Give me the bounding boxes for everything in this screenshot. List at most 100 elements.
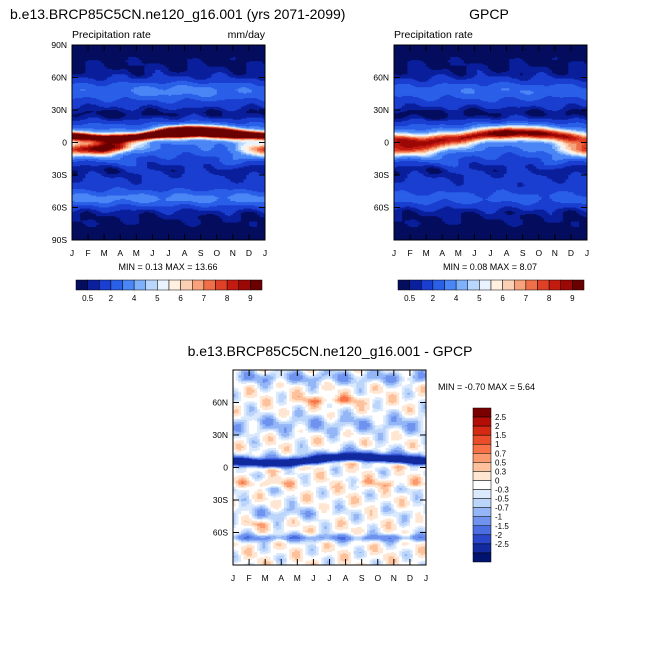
model-plot-cell [219, 94, 223, 97]
model-plot-cell [251, 59, 255, 61]
model-plot-cell [96, 52, 100, 55]
model-plot-cell [117, 88, 121, 91]
model-plot-cell [222, 66, 226, 69]
model-plot-cell [208, 68, 212, 71]
model-plot-cell [85, 99, 89, 101]
model-plot-cell [144, 65, 148, 68]
model-plot-cell [238, 47, 242, 49]
model-plot-cell [128, 75, 132, 78]
model-plot-cell [155, 51, 159, 54]
model-plot-cell [133, 99, 137, 101]
model-plot-cell [82, 73, 86, 75]
model-plot-cell [227, 103, 231, 106]
model-plot-cell [254, 105, 258, 108]
model-plot-cell [122, 89, 127, 92]
model-plot-cell [171, 91, 175, 94]
model-plot-cell [227, 45, 231, 47]
model-plot-cell [120, 47, 124, 49]
model-plot-cell [96, 53, 100, 56]
model-plot-cell [256, 66, 261, 69]
model-plot-cell [72, 47, 76, 49]
model-plot-cell [200, 116, 204, 119]
model-plot-cell [139, 65, 143, 68]
model-plot-cell [211, 117, 215, 120]
model-plot-cell [165, 65, 170, 68]
model-plot-cell [235, 68, 239, 71]
model-plot-cell [85, 48, 89, 50]
model-plot-cell [227, 77, 231, 80]
model-plot-cell [155, 92, 159, 95]
model-plot-cell [259, 113, 263, 115]
model-plot-cell [251, 88, 255, 91]
model-plot-cell [144, 66, 148, 69]
model-plot-cell [130, 54, 135, 57]
model-plot-cell [106, 75, 111, 78]
model-plot-cell [259, 56, 263, 59]
model-plot-cell [117, 64, 121, 67]
model-plot-cell [227, 88, 231, 91]
model-plot-cell [120, 99, 124, 101]
model-plot-cell [192, 58, 196, 60]
model-plot-cell [259, 61, 263, 63]
model-plot-cell [101, 119, 105, 122]
model-plot-cell [77, 77, 81, 80]
model-plot-cell [203, 95, 207, 98]
model-plot-cell [117, 119, 121, 122]
model-plot-cell [181, 102, 186, 105]
model-plot-cell [128, 114, 132, 117]
model-plot-cell [181, 75, 186, 78]
model-plot-cell [238, 60, 242, 62]
model-plot-cell [149, 106, 154, 109]
model-plot-cell [195, 105, 199, 108]
model-plot-cell [214, 113, 218, 115]
model-plot-cell [168, 118, 172, 121]
model-plot-cell [88, 61, 92, 63]
model-plot-cell [90, 80, 95, 83]
model-plot-cell [96, 108, 100, 111]
model-plot-cell [147, 117, 151, 120]
model-plot-cell [155, 56, 159, 59]
model-plot-cell [133, 78, 137, 81]
model-plot-cell [96, 95, 100, 98]
model-plot-cell [90, 48, 95, 50]
model-plot-cell [117, 92, 121, 95]
model-plot-cell [246, 100, 250, 102]
model-plot-cell [203, 115, 207, 118]
model-plot-cell [246, 48, 250, 50]
model-plot-cell [109, 77, 113, 80]
model-plot-cell [176, 72, 180, 74]
model-plot-cell [80, 67, 84, 70]
model-plot-cell [200, 78, 204, 81]
model-plot-cell [248, 89, 253, 92]
model-plot-cell [114, 107, 119, 110]
model-plot-cell [173, 76, 178, 79]
model-plot-cell [114, 94, 119, 97]
model-plot-cell [187, 92, 191, 95]
model-plot-cell [216, 54, 221, 57]
model-plot-cell [114, 55, 119, 58]
model-plot-cell [125, 88, 129, 91]
model-plot-cell [200, 101, 204, 104]
model-plot-cell [117, 103, 121, 106]
model-plot-cell [227, 58, 231, 60]
model-plot-cell [101, 69, 105, 72]
model-plot-cell [240, 112, 245, 114]
model-plot-cell [120, 84, 124, 86]
model-plot-cell [222, 88, 226, 91]
model-plot-cell [101, 94, 105, 97]
model-plot-cell [152, 67, 156, 70]
model-plot-cell [165, 98, 170, 100]
model-plot-cell [122, 50, 127, 53]
model-plot-cell [128, 110, 132, 112]
model-plot-cell [109, 111, 113, 113]
model-plot-cell [157, 72, 162, 74]
model-plot-cell [248, 82, 253, 85]
model-plot-cell [72, 52, 76, 55]
model-plot-cell [171, 108, 175, 111]
model-plot-cell [85, 106, 89, 109]
model-plot-cell [189, 85, 194, 87]
model-plot-cell [155, 54, 159, 57]
model-plot-cell [235, 100, 239, 102]
model-plot-cell [109, 60, 113, 62]
model-plot-cell [197, 99, 202, 101]
